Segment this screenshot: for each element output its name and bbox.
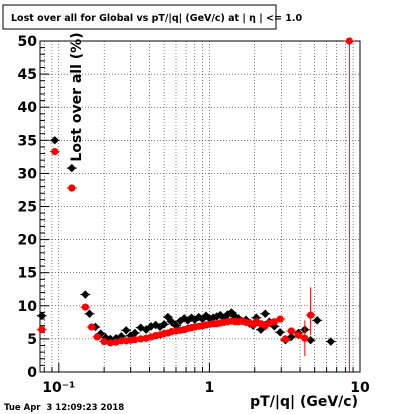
data-point (121, 326, 131, 335)
data-point (106, 339, 114, 347)
data-point (85, 309, 94, 318)
x-axis-title: pT/|q| (GeV/c) (250, 394, 358, 410)
chart-title: Lost over all for Global vs pT/|q| (GeV/… (11, 13, 302, 24)
data-point (183, 316, 193, 325)
data-point (281, 335, 290, 343)
data-point (38, 326, 46, 334)
grid-lines (40, 41, 361, 372)
data-point (37, 311, 46, 320)
data-point (81, 303, 89, 311)
data-point (81, 290, 90, 299)
data-point (326, 337, 336, 346)
data-point (313, 316, 322, 325)
data-point (276, 315, 284, 323)
data-point (294, 331, 303, 339)
timestamp: Tue Apr 3 12:09:23 2018 (4, 403, 124, 413)
y-tick-label: 20 (18, 233, 38, 249)
y-tick-label: 15 (18, 266, 37, 282)
y-tick-label: 25 (18, 200, 37, 216)
data-point (67, 163, 77, 173)
y-tick-label: 35 (18, 133, 37, 149)
x-tick-label: 10 (350, 380, 370, 396)
data-point (159, 320, 169, 329)
y-tick-label: 5 (27, 332, 37, 348)
data-point (270, 318, 278, 326)
data-point (230, 312, 240, 321)
data-point (50, 136, 59, 145)
data-point (179, 314, 189, 323)
data-point (131, 335, 139, 344)
y-tick-label: 30 (18, 166, 38, 182)
data-point (287, 327, 295, 335)
data-point (130, 328, 140, 338)
data-point (275, 328, 285, 337)
y-tick-label: 40 (18, 100, 38, 116)
y-tick-label: 45 (18, 67, 37, 83)
data-point (68, 184, 76, 192)
x-tick-label: 1 (205, 380, 215, 396)
data-point (51, 147, 59, 156)
data-point (100, 337, 108, 346)
y-tick-label: 10 (18, 299, 38, 315)
y-axis-title: Lost over all (%) (69, 32, 85, 161)
title-box (2, 4, 277, 30)
data-point (261, 309, 270, 318)
data-point (137, 335, 145, 343)
data-point (93, 333, 101, 341)
y-tick-label: 50 (18, 34, 38, 50)
data-point (167, 317, 176, 326)
axis-ticks: 0 5 10 15 20 25 30 35 40 45 50 10⁻¹ 1 10 (18, 34, 370, 396)
y-tick-label: 0 (27, 365, 37, 381)
data-marks (36, 37, 355, 372)
data-point (87, 323, 96, 331)
x-tick-label: 10⁻¹ (42, 380, 75, 396)
